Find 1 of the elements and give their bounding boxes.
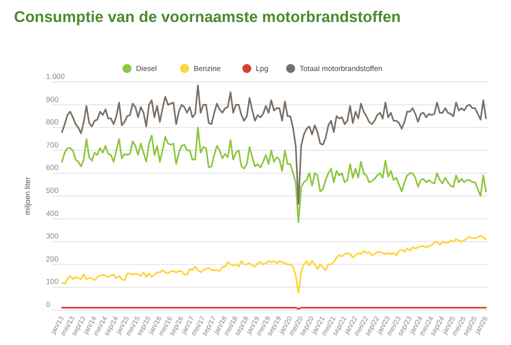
chart-title: Consumptie van de voornaamste motorbrandstoffen [14, 9, 401, 26]
